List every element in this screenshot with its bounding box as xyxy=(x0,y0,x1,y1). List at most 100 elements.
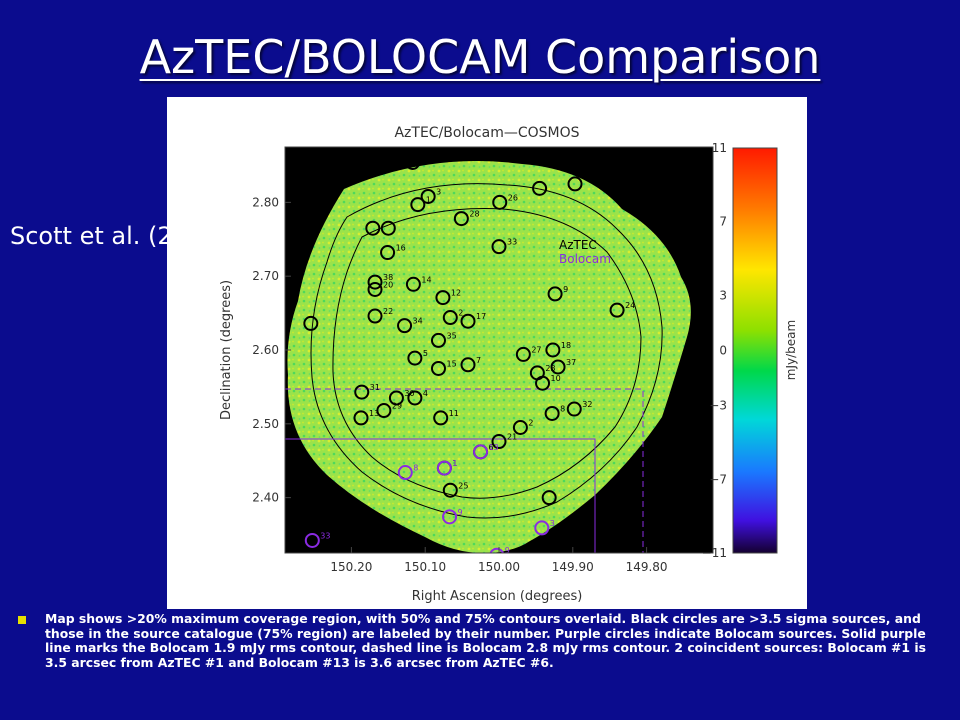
aztec-source-circle xyxy=(491,434,507,450)
aztec-source-label: 18 xyxy=(561,341,571,350)
colorbar-tick-label: 11 xyxy=(712,141,727,155)
aztec-source-circle xyxy=(491,239,507,255)
colorbar xyxy=(732,147,778,554)
aztec-source-label: 24 xyxy=(625,301,635,310)
aztec-source-circle xyxy=(380,220,396,236)
aztec-source-circle xyxy=(367,274,383,290)
aztec-source-circle xyxy=(512,420,528,436)
bolocam-source-label: 13 xyxy=(489,443,499,452)
aztec-source-label: 35 xyxy=(446,331,456,340)
aztec-source-circle xyxy=(303,315,319,331)
caption-text: Map shows >20% maximum coverage region, … xyxy=(45,611,926,670)
aztec-source-label: 2 xyxy=(528,419,533,428)
x-tick-label: 149.90 xyxy=(552,560,594,574)
aztec-source-circle xyxy=(410,197,426,213)
aztec-source-circle xyxy=(566,401,582,417)
bolocam-source-circle xyxy=(304,532,320,548)
figure-title: AzTEC/Bolocam—COSMOS xyxy=(394,125,579,141)
aztec-source-circle xyxy=(376,403,392,419)
aztec-source-circle xyxy=(405,155,421,171)
colorbar-tick-label: −11 xyxy=(702,546,727,560)
aztec-source-label: 34 xyxy=(413,317,423,326)
y-tick-label: 2.70 xyxy=(252,269,279,283)
aztec-source-label: 1 xyxy=(426,196,431,205)
bolocam-source-circle xyxy=(473,444,489,460)
colorbar-tick-labels: 11 7 3 0 −3 −7 −11 xyxy=(702,141,727,560)
aztec-source-label: 17 xyxy=(476,312,486,321)
aztec-source-label: 27 xyxy=(531,345,541,354)
legend-bolocam: Bolocam xyxy=(559,252,611,266)
x-tick-label: 150.20 xyxy=(330,560,372,574)
y-axis-label: Declination (degrees) xyxy=(219,280,234,420)
aztec-source-circle xyxy=(407,390,423,406)
aztec-source-circle xyxy=(453,211,469,227)
aztec-source-label: 1 xyxy=(452,459,457,468)
y-tick-label: 2.60 xyxy=(252,343,279,357)
bolocam-source-circle xyxy=(436,460,452,476)
aztec-source-label: 2 xyxy=(458,309,463,318)
x-axis-label: Right Ascension (degrees) xyxy=(412,589,583,604)
aztec-source-label: 3 xyxy=(436,187,441,196)
aztec-source-label: 20 xyxy=(383,280,393,289)
aztec-source-label: 16 xyxy=(396,244,406,253)
aztec-source-circle xyxy=(609,302,625,318)
aztec-source-label: 23 xyxy=(545,364,555,373)
aztec-source-circle xyxy=(367,281,383,297)
aztec-source-label: 30 xyxy=(404,389,414,398)
y-tick-label: 2.50 xyxy=(252,417,279,431)
y-tick-label: 2.40 xyxy=(252,491,279,505)
slide-title: AzTEC/BOLOCAM Comparison xyxy=(139,30,821,84)
aztec-source-circle xyxy=(388,390,404,406)
aztec-source-label: 11 xyxy=(449,409,459,418)
contour-75 xyxy=(332,208,642,499)
aztec-source-circle xyxy=(430,332,446,348)
bolocam-source-label: 9 xyxy=(505,546,510,555)
aztec-source-circle xyxy=(535,375,551,391)
bolocam-source-label: 1 xyxy=(452,459,457,468)
aztec-source-circle xyxy=(550,359,566,375)
bullet-icon xyxy=(18,616,26,624)
aztec-source-circle xyxy=(442,482,458,498)
aztec-source-circle xyxy=(545,342,561,358)
aztec-source-circle xyxy=(460,313,476,329)
aztec-source-circle xyxy=(420,188,436,204)
aztec-source-circle xyxy=(380,245,396,261)
aztec-source-label: 37 xyxy=(566,358,576,367)
bolocam-solid-contour xyxy=(285,438,596,553)
bolocam-source-label: 3 xyxy=(550,519,555,528)
aztec-source-label: 7 xyxy=(476,356,481,365)
aztec-source-label: 21 xyxy=(507,433,517,442)
aztec-source-label: 29 xyxy=(392,402,402,411)
aztec-source-circle xyxy=(515,346,531,362)
bolocam-source-circle xyxy=(489,547,504,553)
colorbar-tick-label: 7 xyxy=(719,215,727,229)
aztec-source-circle xyxy=(567,176,583,192)
bolocam-source-label: 8 xyxy=(413,464,418,473)
aztec-source-label: 13 xyxy=(369,409,379,418)
aztec-source-label: 6 xyxy=(489,443,494,452)
aztec-source-circle xyxy=(353,410,369,426)
aztec-source-circle xyxy=(354,384,370,400)
aztec-source-label: 25 xyxy=(458,481,468,490)
aztec-source-circle xyxy=(547,286,563,302)
aztec-source-circle xyxy=(367,308,383,324)
aztec-source-circle xyxy=(544,405,560,421)
aztec-source-circle xyxy=(430,360,446,376)
aztec-source-circle xyxy=(460,357,476,373)
x-tick-labels: 150.20 150.10 150.00 149.90 149.80 xyxy=(330,560,667,574)
aztec-source-circle xyxy=(433,410,449,426)
aztec-source-label: 10 xyxy=(551,374,561,383)
aztec-source-label: 31 xyxy=(370,383,380,392)
aztec-source-circle xyxy=(492,194,508,210)
aztec-source-circle xyxy=(405,276,421,292)
bolocam-source-label: 33 xyxy=(320,531,330,540)
figure-panel: 3 1 28 26 16 33 38 20 14 12 9 24 22 34 2 17 35 5 15 7 27 18 37… xyxy=(167,97,807,609)
aztec-source-circle xyxy=(541,490,557,506)
aztec-source-label: 38 xyxy=(383,273,393,282)
aztec-source-circle xyxy=(532,180,548,196)
x-tick-label: 149.80 xyxy=(626,560,668,574)
colorbar-tick-label: −7 xyxy=(709,472,727,486)
y-tick-labels: 2.40 2.50 2.60 2.70 2.80 xyxy=(252,195,279,504)
